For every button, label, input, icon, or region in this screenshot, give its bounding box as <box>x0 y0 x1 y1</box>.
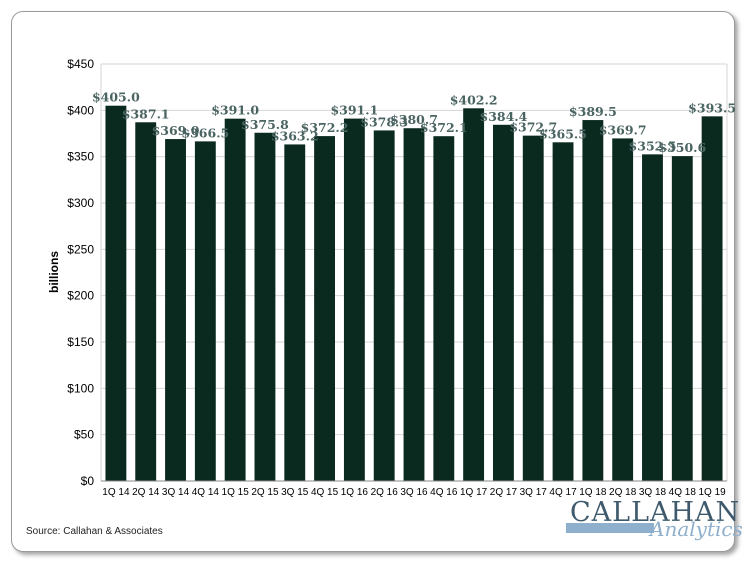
bar <box>671 156 693 482</box>
x-axis-ticks: 1Q 14 2Q 14 3Q 14 4Q 14 1Q 15 2Q 15 3Q 15 4Q 15… <box>102 487 726 498</box>
x-tick-label: 2Q 15 <box>251 487 279 498</box>
x-tick-label: 4Q 17 <box>549 487 577 498</box>
logo-subtitle: Analytics <box>650 517 743 541</box>
bar <box>582 120 604 482</box>
x-tick-label: 1Q 18 <box>579 487 607 498</box>
bar <box>552 142 574 481</box>
callahan-analytics-logo: CALLAHAN Analytics <box>566 497 743 545</box>
y-tick-label: $150 <box>67 335 94 349</box>
x-tick-label: 3Q 18 <box>639 487 667 498</box>
bar <box>403 128 425 481</box>
x-tick-label: 2Q 14 <box>132 487 160 498</box>
data-label: $369.7 <box>599 122 647 137</box>
bar <box>343 118 365 482</box>
bars <box>101 105 727 482</box>
x-tick-label: 4Q 15 <box>311 487 339 498</box>
bar <box>433 136 455 482</box>
data-label: $350.6 <box>658 140 706 155</box>
y-tick-label: $400 <box>67 103 94 117</box>
bar <box>492 124 514 481</box>
logo-accent-bar <box>566 523 654 533</box>
x-tick-label: 1Q 16 <box>341 487 369 498</box>
x-tick-label: 2Q 17 <box>490 487 518 498</box>
data-label: $372.1 <box>420 120 468 135</box>
x-tick-label: 2Q 16 <box>371 487 399 498</box>
y-tick-label: $100 <box>67 381 94 395</box>
data-labels: $405.0$387.1 $369.0$366.5 $391.0$375.8$363… <box>92 90 736 155</box>
y-tick-label: $350 <box>67 150 94 164</box>
y-tick-label: $200 <box>67 289 94 303</box>
x-tick-label: 1Q 19 <box>698 487 726 498</box>
data-label: $372.2 <box>301 120 349 135</box>
source-note: Source: Callahan & Associates <box>26 526 163 537</box>
bar <box>194 141 216 482</box>
data-label: $372.7 <box>509 120 557 135</box>
y-tick-label: $250 <box>67 242 94 256</box>
data-label: $389.5 <box>569 104 617 119</box>
x-tick-label: 1Q 14 <box>102 487 130 498</box>
bar <box>522 135 544 481</box>
y-tick-label: $300 <box>67 196 94 210</box>
x-tick-label: 3Q 16 <box>400 487 428 498</box>
x-tick-label: 1Q 15 <box>222 487 250 498</box>
bar <box>105 105 127 481</box>
bar <box>642 154 663 481</box>
bar <box>612 138 634 482</box>
logo-wordmark: CALLAHAN <box>570 497 741 528</box>
data-label: $391.1 <box>330 103 378 118</box>
y-tick-label: $50 <box>74 428 94 442</box>
bar <box>463 108 485 481</box>
bar <box>254 132 276 481</box>
x-tick-label: 2Q 18 <box>609 487 637 498</box>
data-label: $369.0 <box>152 123 200 138</box>
x-tick-label: 4Q 14 <box>192 487 220 498</box>
data-label: $363.2 <box>271 128 319 143</box>
data-label: $405.0 <box>92 90 140 105</box>
y-tick-label: $450 <box>67 57 94 71</box>
x-tick-label: 1Q 17 <box>460 487 488 498</box>
y-axis-label: billions <box>47 251 61 293</box>
x-tick-label: 3Q 14 <box>162 487 190 498</box>
x-tick-label: 3Q 17 <box>520 487 548 498</box>
x-tick-label: 4Q 18 <box>669 487 697 498</box>
y-tick-label: $0 <box>81 474 95 488</box>
bar <box>135 122 157 482</box>
data-label: $366.5 <box>181 125 229 140</box>
bar <box>373 130 395 481</box>
x-tick-label: 3Q 15 <box>281 487 309 498</box>
bar <box>165 139 186 481</box>
data-label: $402.2 <box>450 92 498 107</box>
bar <box>701 116 723 482</box>
data-label: $375.8 <box>241 117 289 132</box>
data-label: $365.5 <box>539 126 587 141</box>
bar <box>314 136 336 481</box>
data-label: $393.5 <box>688 100 736 115</box>
data-label: $378.3 <box>360 114 408 129</box>
x-tick-label: 4Q 16 <box>430 487 458 498</box>
bar <box>224 118 246 481</box>
y-axis-ticks: $0 $50 $100 $150 $200 $250 $300 $350 $400 $450 <box>67 57 94 488</box>
data-label: $384.4 <box>480 109 528 124</box>
data-label: $387.1 <box>122 106 170 121</box>
data-label: $391.0 <box>211 103 259 118</box>
bar <box>284 144 306 481</box>
data-label: $352.5 <box>629 138 677 153</box>
data-label: $380.7 <box>390 112 438 127</box>
